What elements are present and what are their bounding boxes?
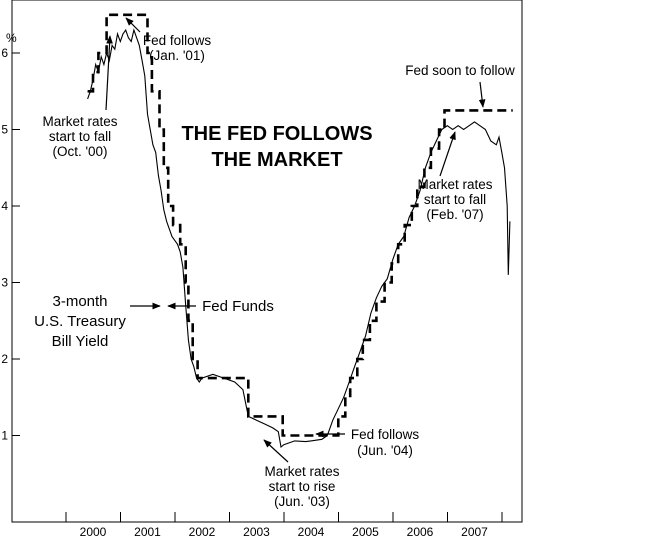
annotation: Fed follows (Jun. '04) [351,427,420,458]
annotation-line: (Feb. '07) [426,207,483,222]
y-tick-label: 6 [1,46,8,60]
x-tick-label: 2006 [407,525,434,539]
annotation-line: Market rates [264,464,339,479]
x-tick-label: 2001 [134,525,161,539]
annotation-arrows [105,17,486,463]
x-tick-label: 2003 [243,525,270,539]
x-tick-label: 2000 [80,525,107,539]
chart-title-line: THE FED FOLLOWS [181,123,372,145]
annotation: Market rates start to fall (Feb. '07) [417,177,492,222]
y-axis-unit: % [6,31,17,45]
annotation-arrow [263,439,289,463]
annotation-arrow [125,17,141,33]
x-tick-label: 2002 [189,525,216,539]
annotation-arrow [439,131,456,177]
annotation-line: (Jan. '01) [149,48,205,63]
y-tick-label: 5 [1,123,8,137]
y-axis: 1 2 3 4 5 6% [1,31,20,443]
annotation-line: (Jun. '03) [274,494,330,509]
annotation: 3-month U.S. Treasury Bill Yield [34,293,126,350]
y-tick-label: 2 [1,352,8,366]
annotation: Market rates start to fall (Oct. '00) [42,114,117,159]
y-tick-label: 4 [1,199,8,213]
plot-frame [11,0,523,523]
annotation-line: Fed soon to follow [405,63,515,78]
annotation-line: Market rates [42,114,117,129]
annotation-line: start to fall [424,192,486,207]
annotation-line: Fed Funds [202,298,274,315]
annotation-line: start to fall [49,129,111,144]
annotation: Fed soon to follow [405,63,515,78]
annotation: Fed follows (Jan. '01) [143,33,212,63]
annotation-arrow [478,81,486,108]
x-axis: 2000 2001 2002 2003 2004 2005 2006 2007 [65,512,503,539]
annotation-line: start to rise [269,479,336,494]
annotation-line: (Jun. '04) [357,443,413,458]
x-tick-label: 2005 [352,525,379,539]
annotation-line: Bill Yield [52,333,109,350]
annotation-line: Fed follows [351,427,420,442]
treasury-bill-line [87,28,511,449]
y-tick-label: 3 [1,276,8,290]
annotation: Market rates start to rise (Jun. '03) [264,464,339,509]
annotation: Fed Funds [202,298,274,315]
chart-title-line: THE MARKET [211,149,342,171]
annotation-line: U.S. Treasury [34,313,126,330]
x-tick-label: 2004 [298,525,325,539]
x-tick-label: 2007 [461,525,488,539]
annotation-line: 3-month [52,293,107,310]
annotation-arrow [105,35,113,111]
series-layer [87,13,513,449]
annotation-line: Fed follows [143,33,212,48]
annotation-line: (Oct. '00) [52,144,107,159]
annotation-line: Market rates [417,177,492,192]
y-tick-label: 1 [1,429,8,443]
